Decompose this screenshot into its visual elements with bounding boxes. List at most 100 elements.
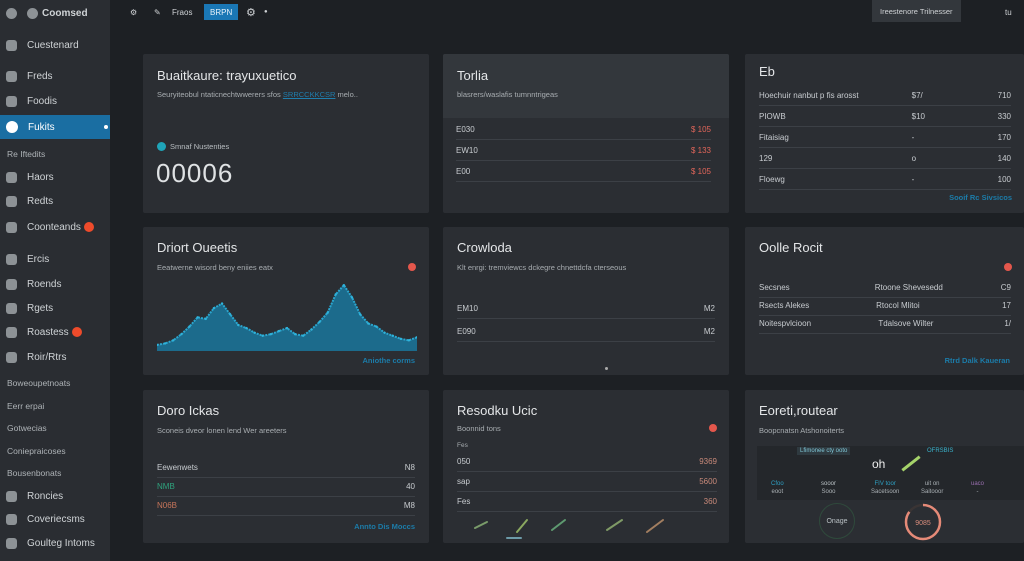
sidebar-item[interactable]: Coveriecsms	[0, 508, 110, 530]
table-row[interactable]: Eewenwets N8	[157, 458, 415, 478]
cell-a: Noitespvlcioon	[759, 319, 812, 328]
data-point	[375, 325, 378, 328]
cell-label: Fes	[457, 497, 471, 506]
table-row[interactable]: Secsnes Rtoone Shevesedd C9	[759, 278, 1011, 298]
alert-indicator	[1004, 263, 1012, 271]
sidebar-item[interactable]: Rgets	[0, 297, 110, 319]
sidebar-item[interactable]: Goulteg Intoms	[0, 532, 110, 554]
table-card: Eb Hoechuir nanbut p fis arosst $7/710 PIO…	[745, 54, 1024, 213]
data-point	[228, 313, 232, 316]
table-row[interactable]: E00 $ 105	[456, 162, 711, 182]
cell-label: PIOWB	[759, 112, 786, 121]
subtitle-link[interactable]: SRRCCKKCSR	[282, 90, 336, 99]
sidebar-item[interactable]: Re Iftedits	[0, 143, 110, 165]
primary-button[interactable]: BRPN	[204, 4, 239, 20]
area-chart	[157, 283, 417, 351]
details-link[interactable]: Annto Dis Moccs	[354, 522, 415, 531]
table-row[interactable]: sap 5600	[457, 472, 717, 492]
status-circle: Onage	[819, 503, 855, 539]
table-row[interactable]: Floewg - 100	[759, 170, 1011, 190]
sidebar-item[interactable]: Roncies	[0, 485, 110, 507]
data-point	[326, 311, 329, 314]
notification-badge	[83, 222, 94, 232]
overview-card: Eoreti,routear Boopcnatsn Atshonoiterts …	[745, 390, 1024, 543]
metric-value: Saitooor	[921, 489, 944, 495]
card-title: Crowloda	[457, 240, 512, 255]
sidebar-item[interactable]: Ercis	[0, 248, 110, 270]
topbar-item[interactable]: Fraos	[172, 7, 193, 17]
more-icon[interactable]: ●	[264, 9, 268, 15]
table-row[interactable]: E030 $ 105	[456, 120, 711, 140]
view-all-link[interactable]: Sooif Rc Sivsicos	[949, 193, 1012, 202]
table-row[interactable]: Rsects Alekes Rtocol Mlitoi 17	[759, 296, 1011, 316]
user-initials[interactable]: tu	[1005, 7, 1012, 17]
sidebar-item[interactable]: Coonteands	[0, 216, 110, 238]
report-link[interactable]: Rtrd Dalk Kaueran	[944, 356, 1010, 365]
table-row[interactable]: E090 M2	[457, 322, 715, 342]
cell-value: M2	[703, 327, 715, 336]
table-row[interactable]: Hoechuir nanbut p fis arosst $7/710	[759, 86, 1011, 106]
sidebar-item[interactable]: Foodis	[0, 90, 110, 112]
edit-icon[interactable]: ✎	[154, 7, 161, 17]
data-point	[188, 325, 191, 328]
stat-value: 00006	[156, 158, 234, 188]
nav-icon	[6, 537, 17, 549]
metric-value: eoot	[771, 489, 784, 495]
card-title: Torlia	[457, 68, 489, 83]
sidebar-item[interactable]: Roastess	[0, 321, 110, 343]
sidebar-item-label: Bousenbonats	[7, 468, 62, 478]
table-row[interactable]: PIOWB $10 330	[759, 107, 1011, 127]
sidebar-item[interactable]: Coniepraicoses	[0, 440, 110, 462]
gear-icon[interactable]: ⚙	[246, 6, 256, 19]
area-fill	[157, 285, 417, 351]
table-row[interactable]: 050 9369	[457, 452, 717, 472]
sidebar-item[interactable]: Bousenbonats	[0, 462, 110, 484]
sidebar-item[interactable]: Freds	[0, 65, 110, 87]
table-row[interactable]: EM10 M2	[457, 299, 715, 319]
table-row[interactable]: Fitaisiag - 170	[759, 128, 1011, 148]
cell-label: E090	[457, 327, 476, 336]
metric-column: uaco -	[971, 480, 984, 496]
cell-value: 9369	[699, 457, 717, 466]
data-point	[342, 283, 346, 287]
sidebar-item[interactable]: Haors	[0, 166, 110, 188]
nav-icon	[6, 490, 17, 502]
card-title: Doro Ickas	[157, 403, 220, 418]
sidebar-item[interactable]: Redts	[0, 190, 110, 212]
settings-icon[interactable]: ⚙	[130, 7, 138, 17]
table-row[interactable]: Noitespvlcioon Tdalsove Wilter 1/	[759, 314, 1011, 334]
cell-value: $ 105	[690, 167, 711, 176]
nav-icon	[6, 70, 17, 82]
list-card: Crowloda Klt enrgi: tremviewcs dckegre c…	[443, 227, 729, 375]
chart-link[interactable]: Aniothe corms	[362, 356, 415, 365]
account-button[interactable]: Ireestenore Trilnesser	[872, 0, 961, 22]
app-logo[interactable]: Coomsed	[0, 2, 110, 24]
metric-column: sooor Sooo	[821, 480, 836, 496]
sidebar-item[interactable]: Cuestenard	[0, 34, 110, 56]
table-row[interactable]: NMB 40	[157, 477, 415, 497]
sidebar-item[interactable]: Gotwecias	[0, 417, 110, 439]
cell-value: 100	[997, 175, 1011, 184]
sidebar-item[interactable]: Roends	[0, 273, 110, 295]
details-card: Doro Ickas Sconeis dveor lonen lend Wer …	[143, 390, 429, 543]
card-subtitle: Boopcnatsn Atshonoiterts	[759, 426, 845, 435]
pagination-dot[interactable]	[605, 367, 608, 370]
table-row[interactable]: 129 o 140	[759, 149, 1011, 169]
cell-value: $ 133	[690, 146, 711, 155]
sidebar-item[interactable]: Fukits	[0, 115, 110, 139]
card-subtitle: Boonnid tons	[457, 424, 501, 433]
sidebar-item[interactable]: Roir/Rtrs	[0, 346, 110, 368]
table-row[interactable]: N06B M8	[157, 496, 415, 516]
table-row[interactable]: EW10 $ 133	[456, 141, 711, 161]
metric-title: sooor	[821, 481, 837, 487]
cell-b: Rtocol Mlitoi	[876, 301, 920, 310]
table-row[interactable]: Fes 360	[457, 492, 717, 512]
card-title: Driort Oueetis	[157, 240, 238, 255]
nav-icon	[6, 253, 17, 265]
sidebar-item[interactable]: Eerr erpai	[0, 395, 110, 417]
chart-card: Driort Oueetis Eeatwerne wisord beny eni…	[143, 227, 429, 375]
sidebar-item-label: Redts	[27, 195, 54, 207]
nav-icon	[6, 513, 17, 525]
sidebar-item[interactable]: Boweoupetnoats	[0, 372, 110, 394]
sidebar-item-label: Roends	[27, 278, 62, 290]
